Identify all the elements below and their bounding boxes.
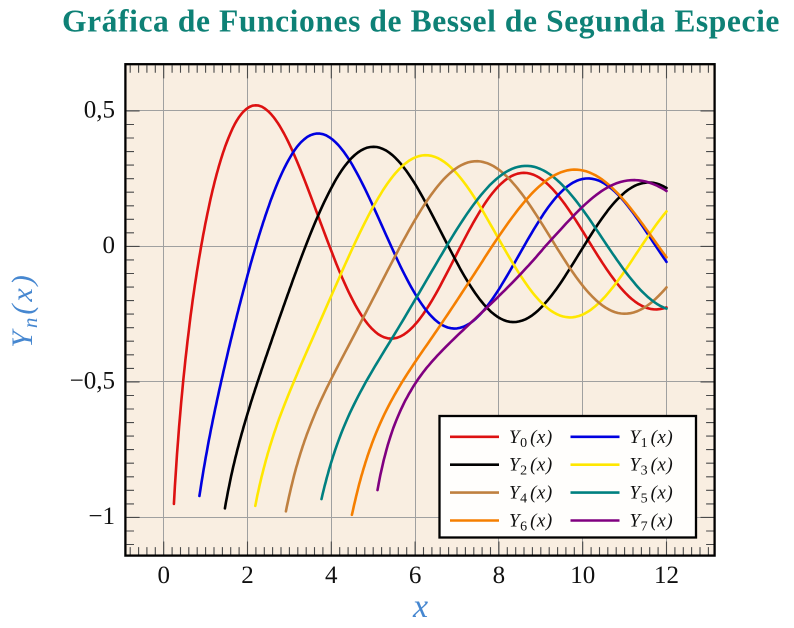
svg-text:Y3(x): Y3 (x) [630, 455, 674, 479]
svg-text:Gráfica de Funciones de Bessel: Gráfica de Funciones de Bessel de Segund… [62, 4, 780, 39]
svg-text:4: 4 [325, 562, 338, 589]
svg-text:8: 8 [493, 562, 506, 589]
svg-text:Y1(x): Y1 (x) [630, 427, 674, 451]
svg-text:10: 10 [570, 562, 595, 589]
svg-text:Y4(x): Y4 (x) [509, 483, 553, 507]
svg-text:12: 12 [654, 562, 679, 589]
svg-text:Y6(x): Y6 (x) [509, 511, 553, 535]
svg-text:2: 2 [241, 562, 254, 589]
svg-text:0,5: 0,5 [84, 96, 115, 123]
svg-text:6: 6 [409, 562, 422, 589]
svg-text:Y7(x): Y7 (x) [630, 511, 674, 535]
svg-text:Y0(x): Y0 (x) [509, 427, 553, 451]
svg-text:0: 0 [103, 232, 116, 259]
svg-text:0: 0 [157, 562, 170, 589]
svg-text:Y5(x): Y5 (x) [630, 483, 674, 507]
svg-text:Y2(x): Y2 (x) [509, 455, 553, 479]
svg-text:−1: −1 [88, 503, 115, 530]
svg-text:Yn(x): Yn(x) [6, 272, 42, 347]
svg-text:x: x [412, 588, 428, 625]
svg-text:−0,5: −0,5 [70, 367, 115, 394]
